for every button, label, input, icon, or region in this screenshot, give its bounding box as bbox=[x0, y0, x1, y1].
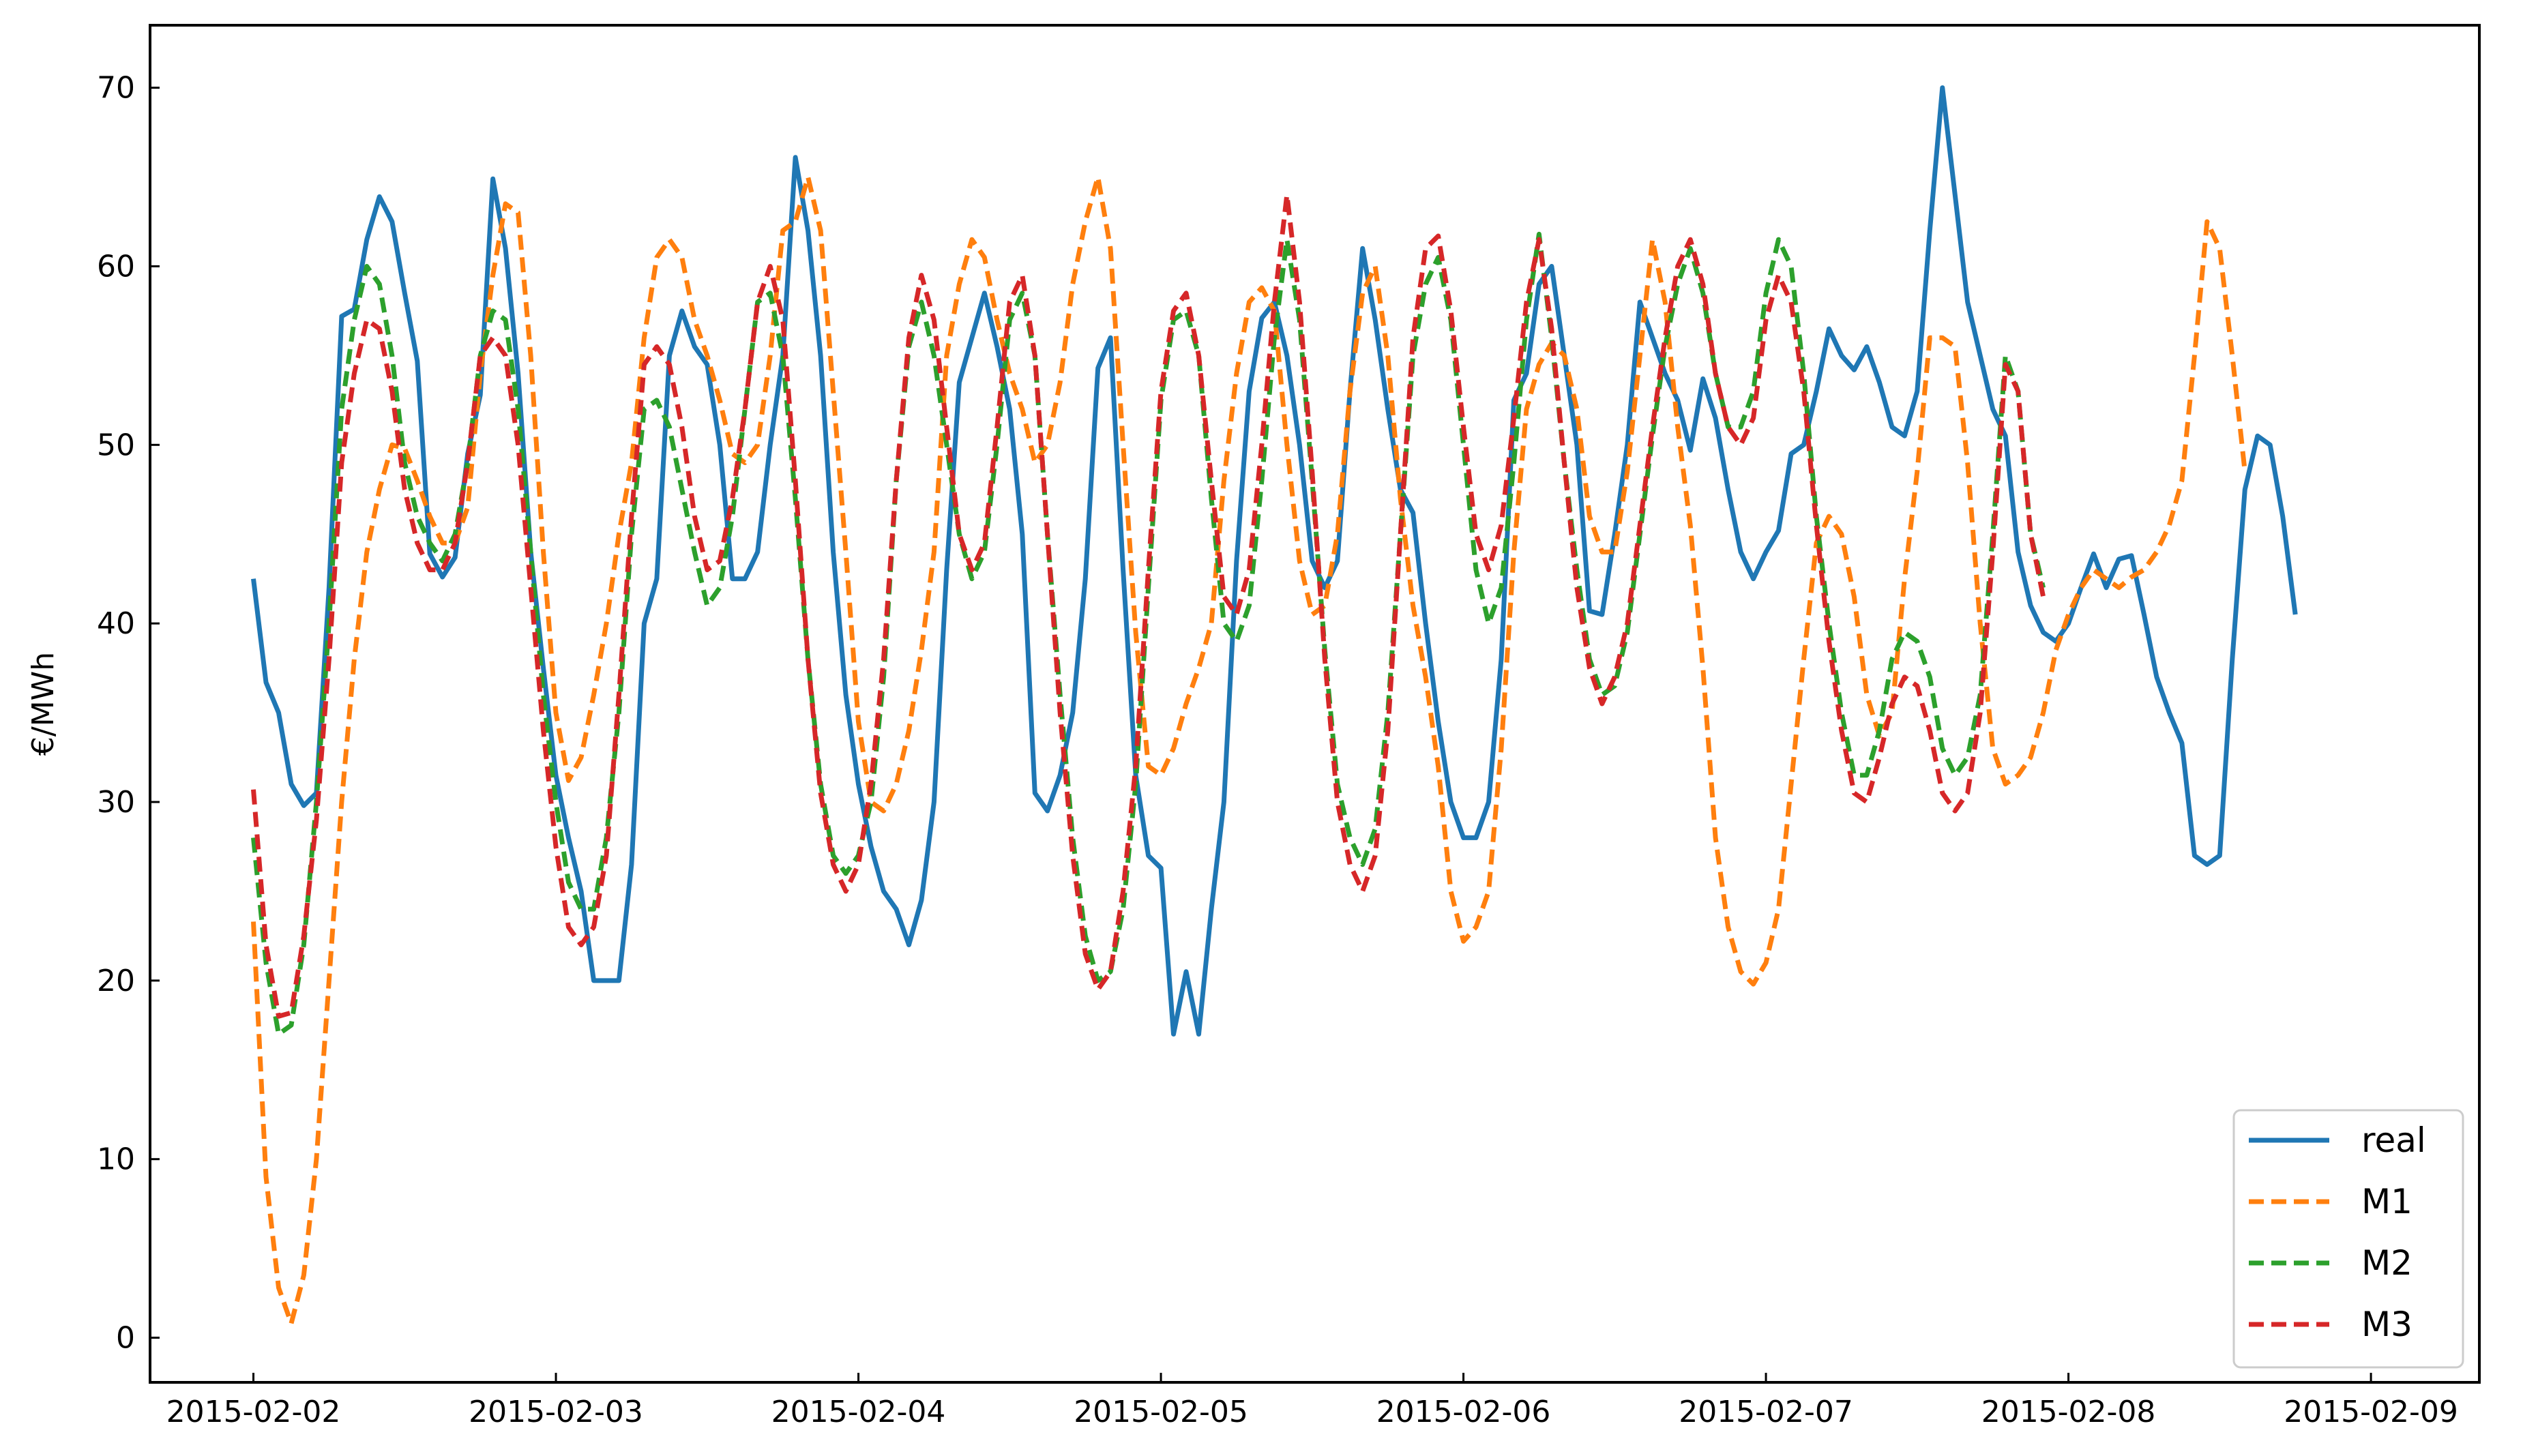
y-tick-label: 10 bbox=[97, 1142, 135, 1177]
legend-box bbox=[2232, 1109, 2464, 1369]
y-tick-label: 0 bbox=[116, 1321, 135, 1356]
x-tick-label: 2015-02-02 bbox=[166, 1395, 341, 1429]
series-line-m2 bbox=[251, 231, 2046, 1037]
x-tick-label: 2015-02-09 bbox=[2284, 1395, 2458, 1429]
x-tick-label: 2015-02-08 bbox=[1981, 1395, 2156, 1429]
y-axis: 0 10 20 30 40 50 60 70 bbox=[97, 71, 160, 1356]
y-tick-label: 60 bbox=[97, 249, 135, 284]
y-tick-label: 70 bbox=[97, 71, 135, 106]
legend: real M1 M2 M3 bbox=[2232, 1109, 2464, 1369]
y-tick-label: 30 bbox=[97, 785, 135, 820]
x-tick-label: 2015-02-06 bbox=[1376, 1395, 1551, 1429]
x-tick-label: 2015-02-05 bbox=[1074, 1395, 1248, 1429]
series-line-real bbox=[251, 85, 2298, 1037]
y-tick-label: 20 bbox=[97, 964, 135, 998]
y-axis-label: €/MWh bbox=[26, 652, 61, 756]
legend-label-m2: M2 bbox=[2361, 1243, 2413, 1283]
legend-label-real: real bbox=[2361, 1120, 2426, 1160]
series-layer bbox=[251, 85, 2298, 1326]
legend-label-m3: M3 bbox=[2361, 1305, 2413, 1344]
x-tick-label: 2015-02-07 bbox=[1679, 1395, 1853, 1429]
y-tick-label: 40 bbox=[97, 606, 135, 641]
x-axis: 2015-02-02 2015-02-03 2015-02-04 2015-02-05… bbox=[166, 1373, 2458, 1429]
x-tick-label: 2015-02-03 bbox=[469, 1395, 643, 1429]
series-line-m1 bbox=[251, 175, 2247, 1326]
x-tick-label: 2015-02-04 bbox=[771, 1395, 946, 1429]
legend-label-m1: M1 bbox=[2361, 1182, 2413, 1221]
plot-frame bbox=[149, 24, 2481, 1384]
series-line-m3 bbox=[251, 192, 2046, 1019]
y-tick-label: 50 bbox=[97, 428, 135, 462]
